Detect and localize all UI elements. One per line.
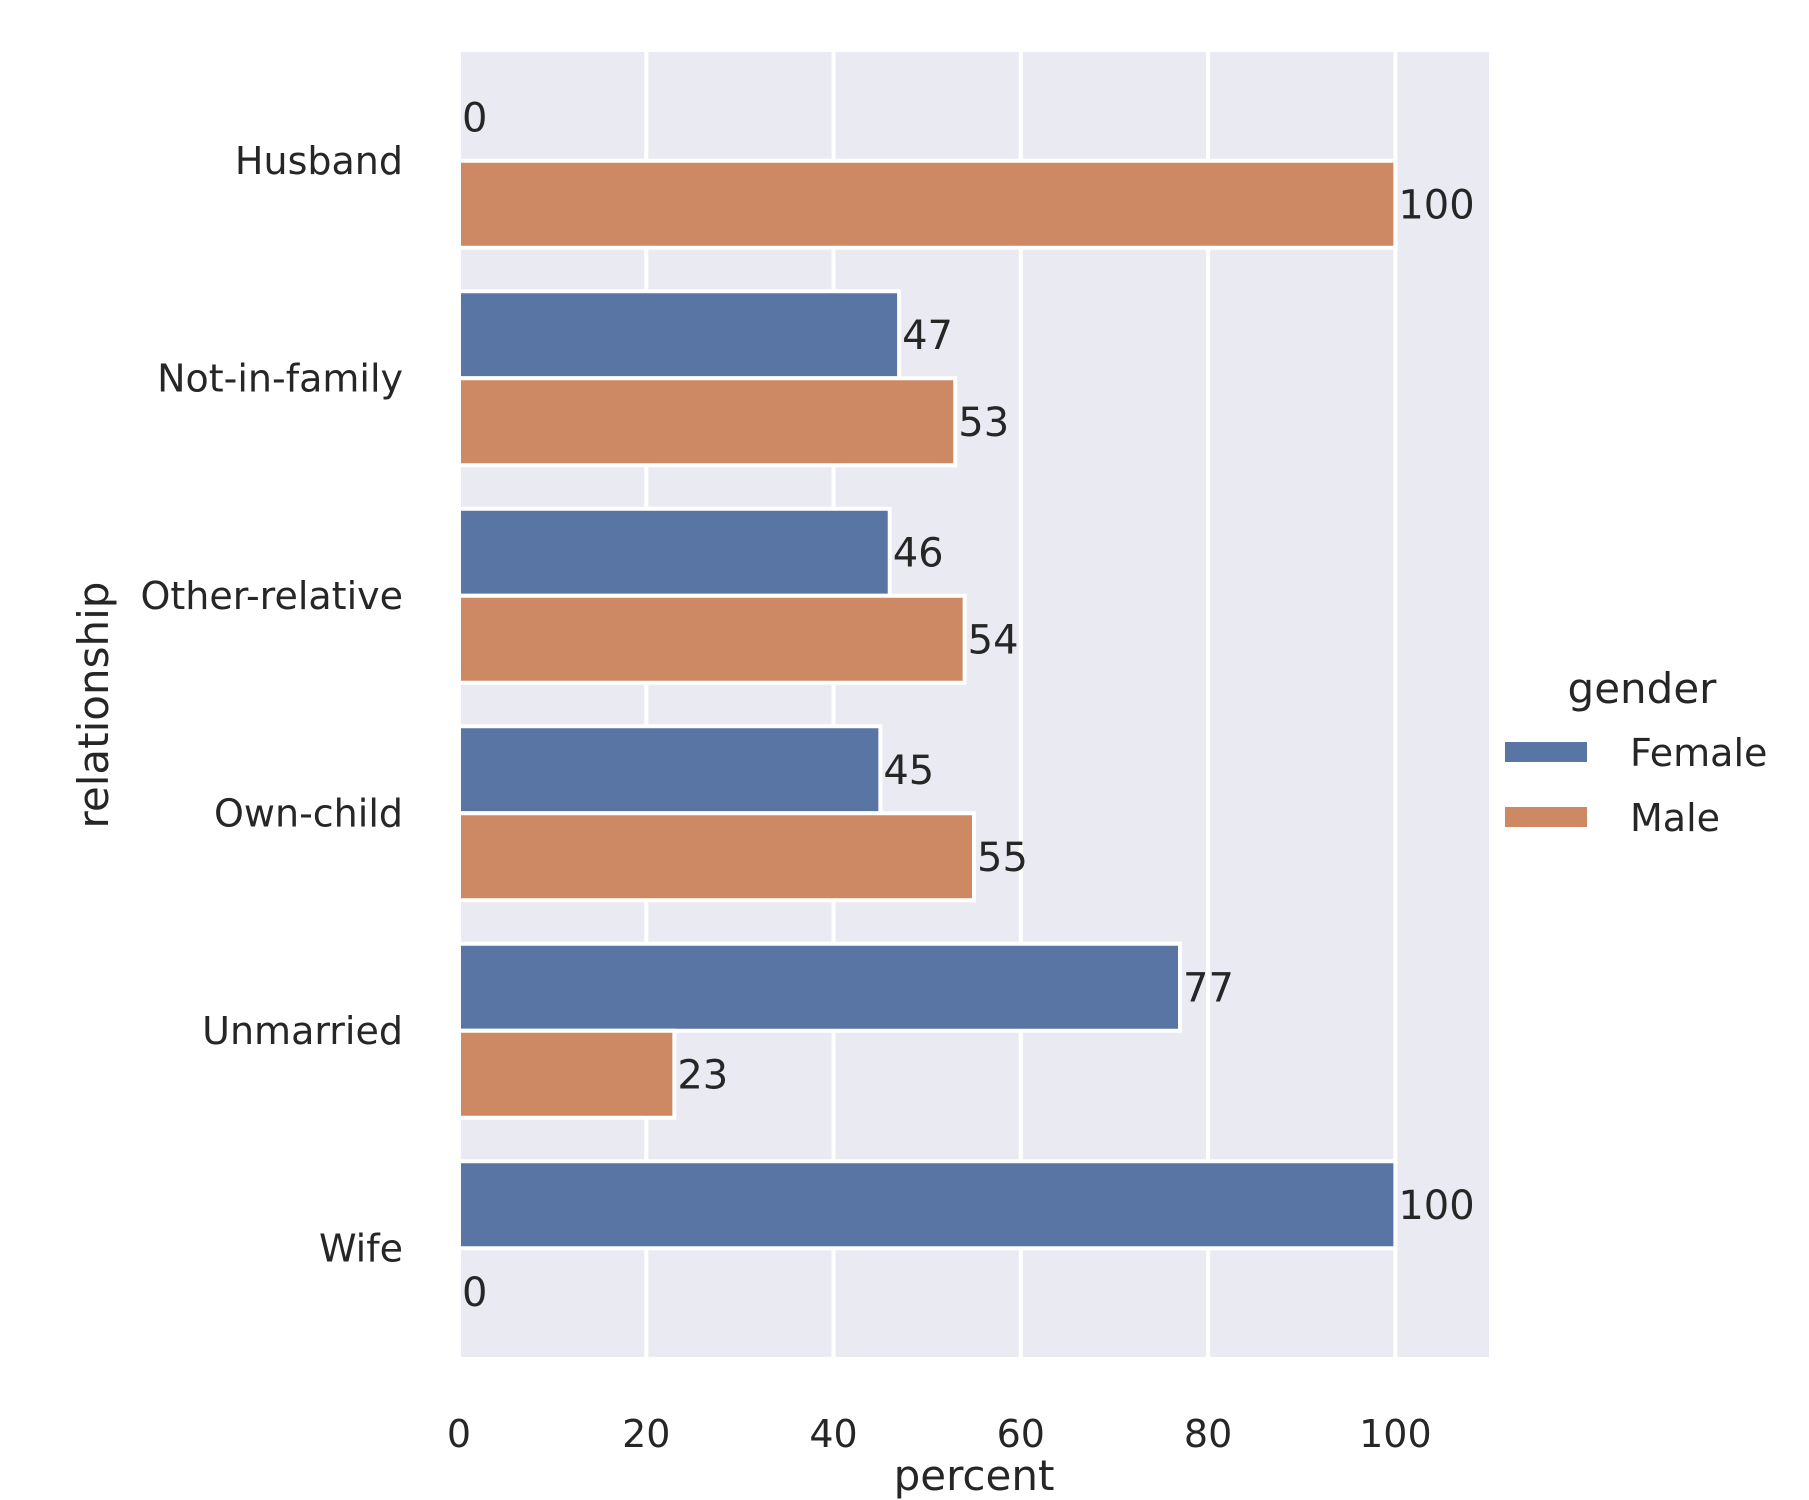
data-label-not-in-family-male: 53 <box>958 400 1009 446</box>
data-label-other-relative-female: 46 <box>893 530 944 576</box>
bar-own-child-male <box>457 811 976 903</box>
category-label-other-relative: Other-relative <box>140 574 403 618</box>
data-label-wife-male: 0 <box>462 1270 487 1316</box>
grid-lines <box>457 52 1398 1357</box>
x-tick-label-20: 20 <box>622 1412 670 1456</box>
data-label-unmarried-female: 77 <box>1183 965 1234 1011</box>
legend-label-male: Male <box>1630 796 1720 840</box>
bar-other-relative-female <box>457 506 892 598</box>
category-label-unmarried: Unmarried <box>202 1009 403 1053</box>
data-label-own-child-male: 55 <box>977 835 1028 881</box>
bar-unmarried-male <box>457 1028 677 1120</box>
category-label-own-child: Own-child <box>214 791 403 835</box>
legend: gender Female Male <box>1505 664 1767 840</box>
data-label-husband-female: 0 <box>462 95 487 141</box>
bar-not-in-family-female <box>457 289 902 381</box>
bar-wife-female <box>457 1159 1398 1251</box>
x-tick-label-60: 60 <box>997 1412 1045 1456</box>
x-tick-label-100: 100 <box>1359 1412 1432 1456</box>
x-axis-title: percent <box>894 1451 1055 1500</box>
bar-husband-male <box>457 158 1398 250</box>
bar-unmarried-female <box>457 941 1182 1033</box>
bar-own-child-female <box>457 724 883 816</box>
bars <box>457 158 1398 1251</box>
legend-swatch-female <box>1505 742 1587 762</box>
bar-not-in-family-male <box>457 376 958 468</box>
category-label-husband: Husband <box>235 139 403 183</box>
data-label-other-relative-male: 54 <box>968 617 1019 663</box>
plot-background <box>459 52 1489 1357</box>
legend-title: gender <box>1568 664 1718 713</box>
y-axis-title: relationship <box>69 582 118 829</box>
category-label-not-in-family: Not-in-family <box>157 356 403 400</box>
data-label-own-child-female: 45 <box>883 748 934 794</box>
x-tick-label-40: 40 <box>809 1412 857 1456</box>
bar-other-relative-male <box>457 593 967 685</box>
legend-swatch-male <box>1505 807 1587 827</box>
data-label-husband-male: 100 <box>1398 182 1474 228</box>
x-tick-label-0: 0 <box>447 1412 471 1456</box>
data-label-wife-female: 100 <box>1398 1183 1474 1229</box>
y-axis-categories: Husband Not-in-family Other-relative Own-ch… <box>140 139 403 1271</box>
legend-label-female: Female <box>1630 731 1767 775</box>
x-tick-label-80: 80 <box>1184 1412 1232 1456</box>
data-label-not-in-family-female: 47 <box>902 313 953 359</box>
x-axis-ticks: 0 20 40 60 80 100 <box>447 1412 1432 1456</box>
data-label-unmarried-male: 23 <box>677 1052 728 1098</box>
category-label-wife: Wife <box>319 1226 403 1270</box>
